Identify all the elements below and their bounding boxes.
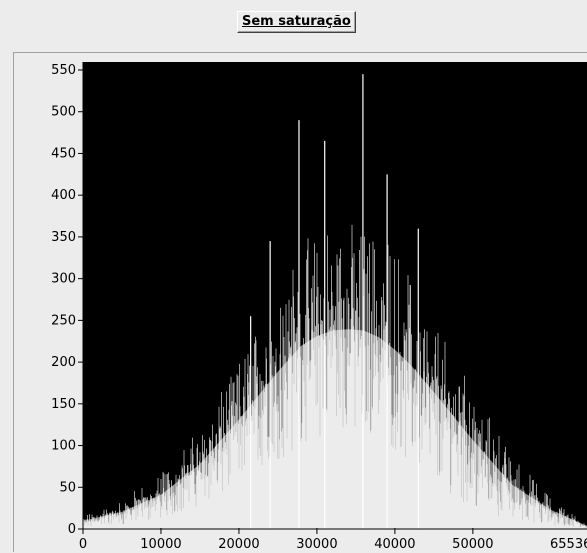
x-tick-label: 20000 xyxy=(218,537,259,552)
histogram-panel: 0 50 100 150 200 250 300 350 400 450 500 550 0 10000 2… xyxy=(13,52,587,552)
x-tick-label: 65536 xyxy=(550,537,587,552)
y-tick-label: 150 xyxy=(51,397,76,412)
histogram-bars xyxy=(82,74,587,529)
y-tick-label: 250 xyxy=(51,313,76,328)
x-tick-label: 10000 xyxy=(140,537,181,552)
y-tick-label: 300 xyxy=(51,272,76,287)
x-tick-label: 40000 xyxy=(374,537,415,552)
y-tick-label: 550 xyxy=(51,63,76,78)
y-tick-label: 0 xyxy=(68,522,76,537)
y-tick-label: 50 xyxy=(59,480,76,495)
y-tick-label: 450 xyxy=(51,146,76,161)
histogram-core xyxy=(83,329,587,529)
title-button[interactable]: Sem saturação xyxy=(237,11,356,33)
y-tick-label: 500 xyxy=(51,105,76,120)
y-tick-label: 400 xyxy=(51,188,76,203)
histogram-chart: 0 50 100 150 200 250 300 350 400 450 500 550 0 10000 2… xyxy=(51,62,587,552)
x-tick-label: 0 xyxy=(79,537,87,552)
axes: 0 50 100 150 200 250 300 350 400 450 500 550 0 10000 2… xyxy=(51,62,587,552)
y-tick-label: 350 xyxy=(51,230,76,245)
x-tick-label: 30000 xyxy=(296,537,337,552)
x-tick-label: 50000 xyxy=(452,537,493,552)
y-tick-label: 200 xyxy=(51,355,76,370)
y-tick-label: 100 xyxy=(51,439,76,454)
